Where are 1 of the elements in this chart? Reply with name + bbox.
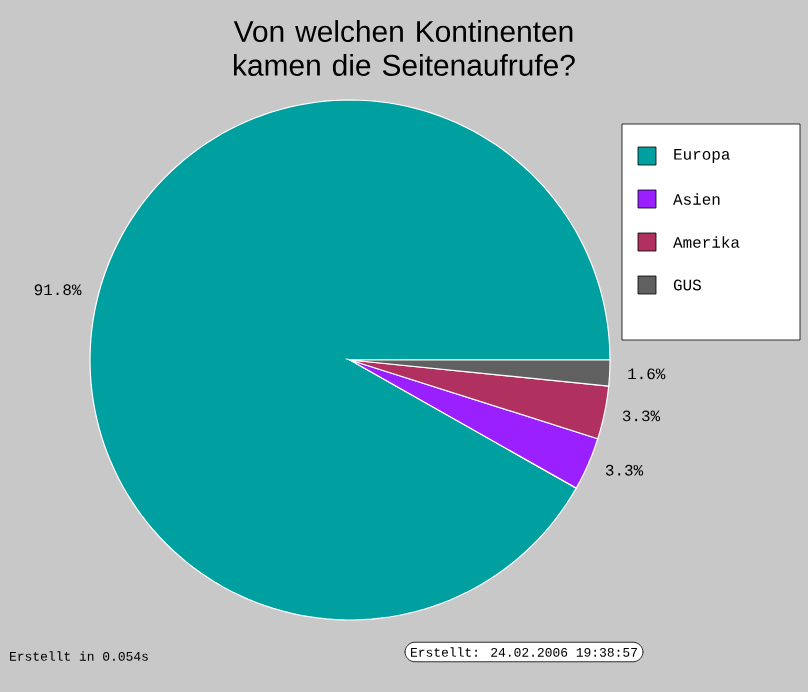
chart-title: Von welchen Kontinenten kamen die Seitenaufrufe? <box>233 20 575 76</box>
